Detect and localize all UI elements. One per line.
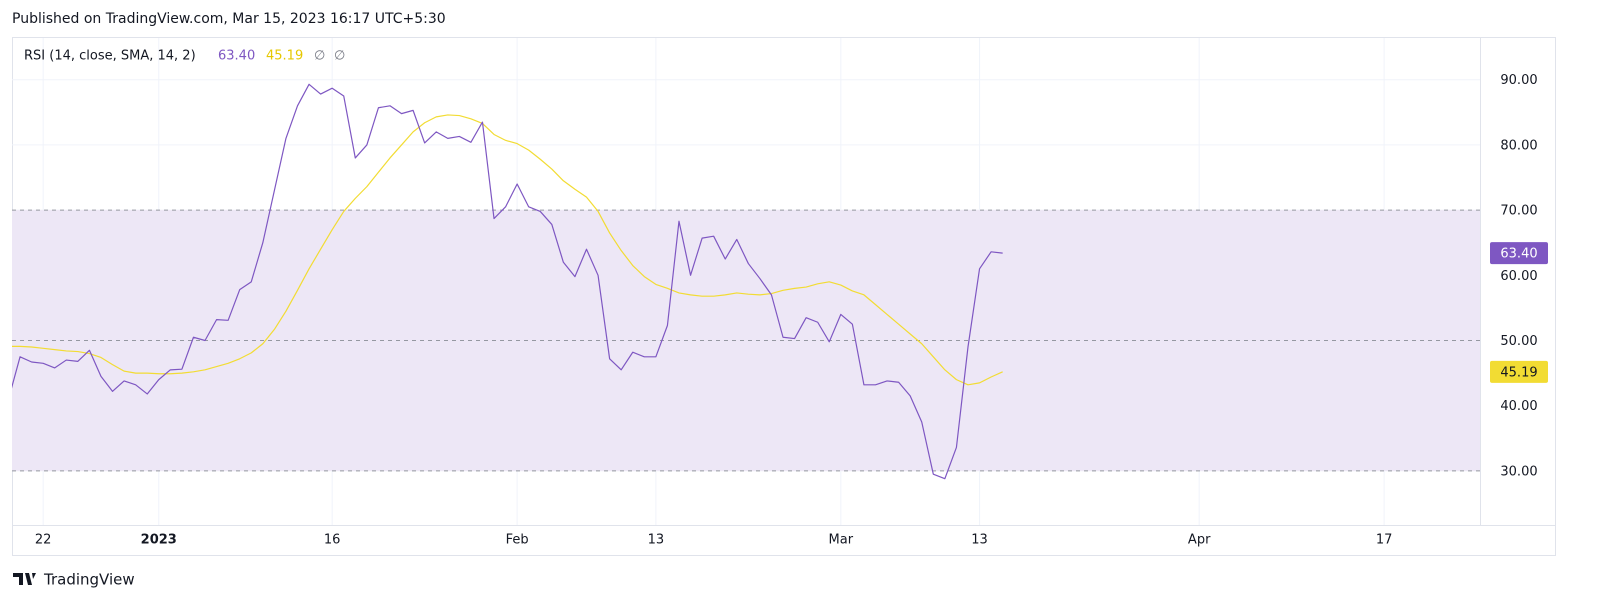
series-line — [12, 83, 1003, 480]
y-tick-label: 70.00 — [1500, 204, 1537, 219]
price-badge — [1490, 242, 1548, 265]
price-badge-label: 63.40 — [1500, 247, 1537, 262]
x-tick-label: Feb — [506, 533, 529, 548]
logo-icon — [13, 573, 36, 585]
footer-brand: TradingView — [43, 571, 135, 589]
x-tick-label: 22 — [35, 533, 52, 548]
legend-value: 45.19 — [266, 49, 303, 64]
plot — [12, 83, 1480, 480]
legend-value: ∅ — [314, 49, 325, 64]
published-note: Published on TradingView.com, Mar 15, 20… — [12, 11, 446, 27]
y-tick-label: 50.00 — [1500, 334, 1537, 349]
y-tick-label: 90.00 — [1500, 73, 1537, 88]
series-line — [12, 114, 1003, 386]
price-badge-label: 45.19 — [1500, 365, 1537, 380]
band-fill — [12, 210, 1480, 471]
x-tick-label: Mar — [829, 533, 854, 548]
x-tick-label: Apr — [1188, 533, 1211, 548]
axes: 30.00 40.00 50.00 60.00 70.00 80.00 90.00 22 202… — [35, 73, 1548, 548]
legend: RSI (14, close, SMA, 14, 2) 63.40 45.19 … — [24, 49, 345, 64]
legend-value: 63.40 — [218, 49, 255, 64]
y-tick-label: 80.00 — [1500, 138, 1537, 153]
y-tick-label: 40.00 — [1500, 399, 1537, 414]
indicator-title: RSI (14, close, SMA, 14, 2) — [24, 49, 196, 64]
x-tick-label: 13 — [648, 533, 665, 548]
y-tick-label: 60.00 — [1500, 269, 1537, 284]
x-tick-label: 2023 — [141, 533, 177, 548]
logo: TradingView — [13, 571, 135, 589]
price-badge — [1490, 360, 1548, 383]
x-tick-label: 16 — [324, 533, 341, 548]
legend-value: ∅ — [334, 49, 345, 64]
y-tick-label: 30.00 — [1500, 464, 1537, 479]
x-tick-label: 13 — [971, 533, 988, 548]
x-tick-label: 17 — [1376, 533, 1393, 548]
